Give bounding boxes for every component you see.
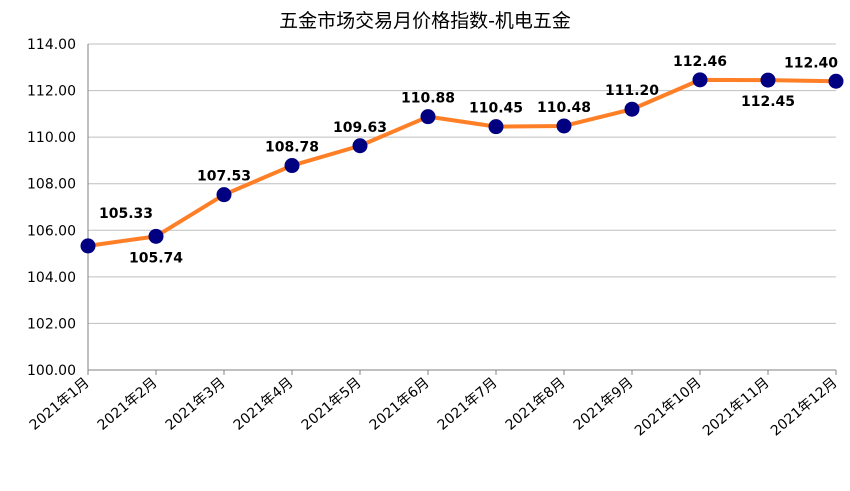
data-label: 110.45 — [469, 101, 523, 117]
x-tick-label: 2021年1月 — [27, 375, 93, 434]
y-tick-label: 106.00 — [27, 223, 76, 239]
data-label: 105.33 — [99, 206, 153, 222]
x-tick-label: 2021年12月 — [768, 375, 841, 440]
y-tick-label: 102.00 — [27, 316, 76, 332]
data-point — [352, 138, 368, 154]
y-tick-label: 108.00 — [27, 177, 76, 193]
y-tick-label: 110.00 — [27, 130, 76, 146]
data-point — [216, 187, 232, 203]
data-label: 105.74 — [129, 250, 183, 266]
data-point — [624, 101, 640, 117]
x-tick-label: 2021年4月 — [231, 375, 297, 434]
x-tick-label: 2021年9月 — [571, 375, 637, 434]
data-point — [284, 158, 300, 174]
x-tick-label: 2021年11月 — [700, 375, 773, 440]
x-tick-label: 2021年3月 — [163, 375, 229, 434]
y-tick-label: 114.00 — [27, 37, 76, 53]
data-point — [692, 72, 708, 88]
series-line — [87, 77, 837, 248]
x-tick-label: 2021年2月 — [95, 375, 161, 434]
data-point — [148, 228, 164, 244]
data-point — [828, 73, 844, 89]
data-label: 112.45 — [741, 94, 795, 110]
x-tick-label: 2021年6月 — [367, 375, 433, 434]
x-tick-label: 2021年5月 — [299, 375, 365, 434]
data-point — [760, 72, 776, 88]
chart-title: 五金市场交易月价格指数-机电五金 — [279, 10, 571, 32]
data-point — [80, 238, 96, 254]
data-label: 111.20 — [605, 83, 659, 99]
data-label: 110.48 — [537, 100, 591, 116]
y-tick-label: 100.00 — [27, 363, 76, 379]
y-tick-label: 104.00 — [27, 270, 76, 286]
data-label: 108.78 — [265, 140, 319, 156]
x-tick-label: 2021年8月 — [503, 375, 569, 434]
data-label: 107.53 — [197, 169, 251, 185]
x-tick-label: 2021年7月 — [435, 375, 501, 434]
data-label: 110.88 — [401, 91, 455, 107]
y-tick-label: 112.00 — [27, 84, 76, 100]
data-point — [488, 119, 504, 135]
data-label: 112.46 — [673, 54, 727, 70]
data-label: 112.40 — [784, 55, 838, 71]
data-point — [420, 109, 436, 125]
data-label: 109.63 — [333, 120, 387, 136]
data-point — [556, 118, 572, 134]
x-tick-label: 2021年10月 — [632, 375, 705, 440]
